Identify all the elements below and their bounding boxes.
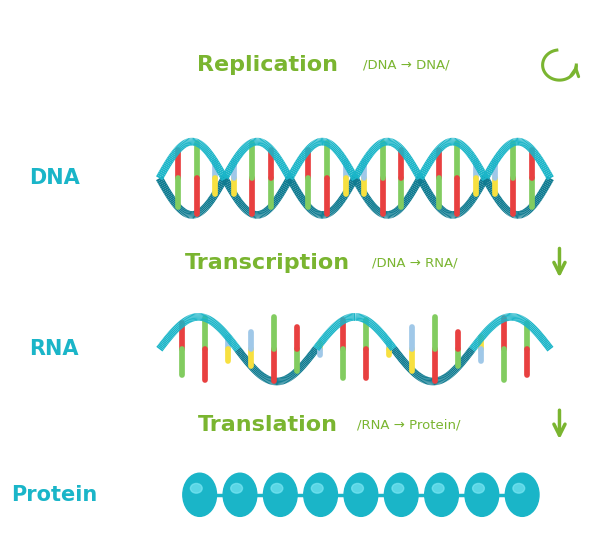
- Text: /DNA → DNA/: /DNA → DNA/: [363, 59, 449, 72]
- Ellipse shape: [263, 473, 297, 517]
- Text: /RNA → Protein/: /RNA → Protein/: [357, 418, 461, 431]
- Ellipse shape: [223, 473, 257, 517]
- Ellipse shape: [392, 483, 404, 493]
- Ellipse shape: [304, 473, 337, 517]
- Text: /DNA → RNA/: /DNA → RNA/: [372, 256, 458, 269]
- Ellipse shape: [352, 483, 364, 493]
- Ellipse shape: [384, 473, 418, 517]
- Text: Translation: Translation: [198, 415, 338, 435]
- Ellipse shape: [465, 473, 499, 517]
- Text: Replication: Replication: [197, 55, 338, 75]
- Ellipse shape: [312, 483, 323, 493]
- Text: Protein: Protein: [11, 485, 97, 505]
- Ellipse shape: [183, 473, 217, 517]
- Ellipse shape: [344, 473, 378, 517]
- Ellipse shape: [513, 483, 524, 493]
- Ellipse shape: [432, 483, 444, 493]
- Ellipse shape: [190, 483, 202, 493]
- Text: RNA: RNA: [29, 339, 79, 359]
- Text: DNA: DNA: [29, 168, 80, 188]
- Ellipse shape: [425, 473, 458, 517]
- Text: Transcription: Transcription: [185, 253, 350, 273]
- Ellipse shape: [506, 473, 539, 517]
- Ellipse shape: [231, 483, 242, 493]
- Ellipse shape: [271, 483, 283, 493]
- Ellipse shape: [472, 483, 484, 493]
